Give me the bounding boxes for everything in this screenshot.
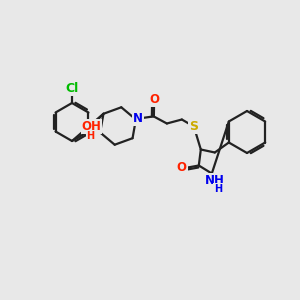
Text: H: H [86,131,94,141]
Text: NH: NH [205,174,225,187]
Text: OH: OH [82,120,101,133]
Text: Cl: Cl [65,82,79,94]
Text: N: N [133,112,143,125]
Text: O: O [177,161,187,174]
Text: O: O [150,93,160,106]
Text: S: S [189,120,198,133]
Text: H: H [214,184,222,194]
